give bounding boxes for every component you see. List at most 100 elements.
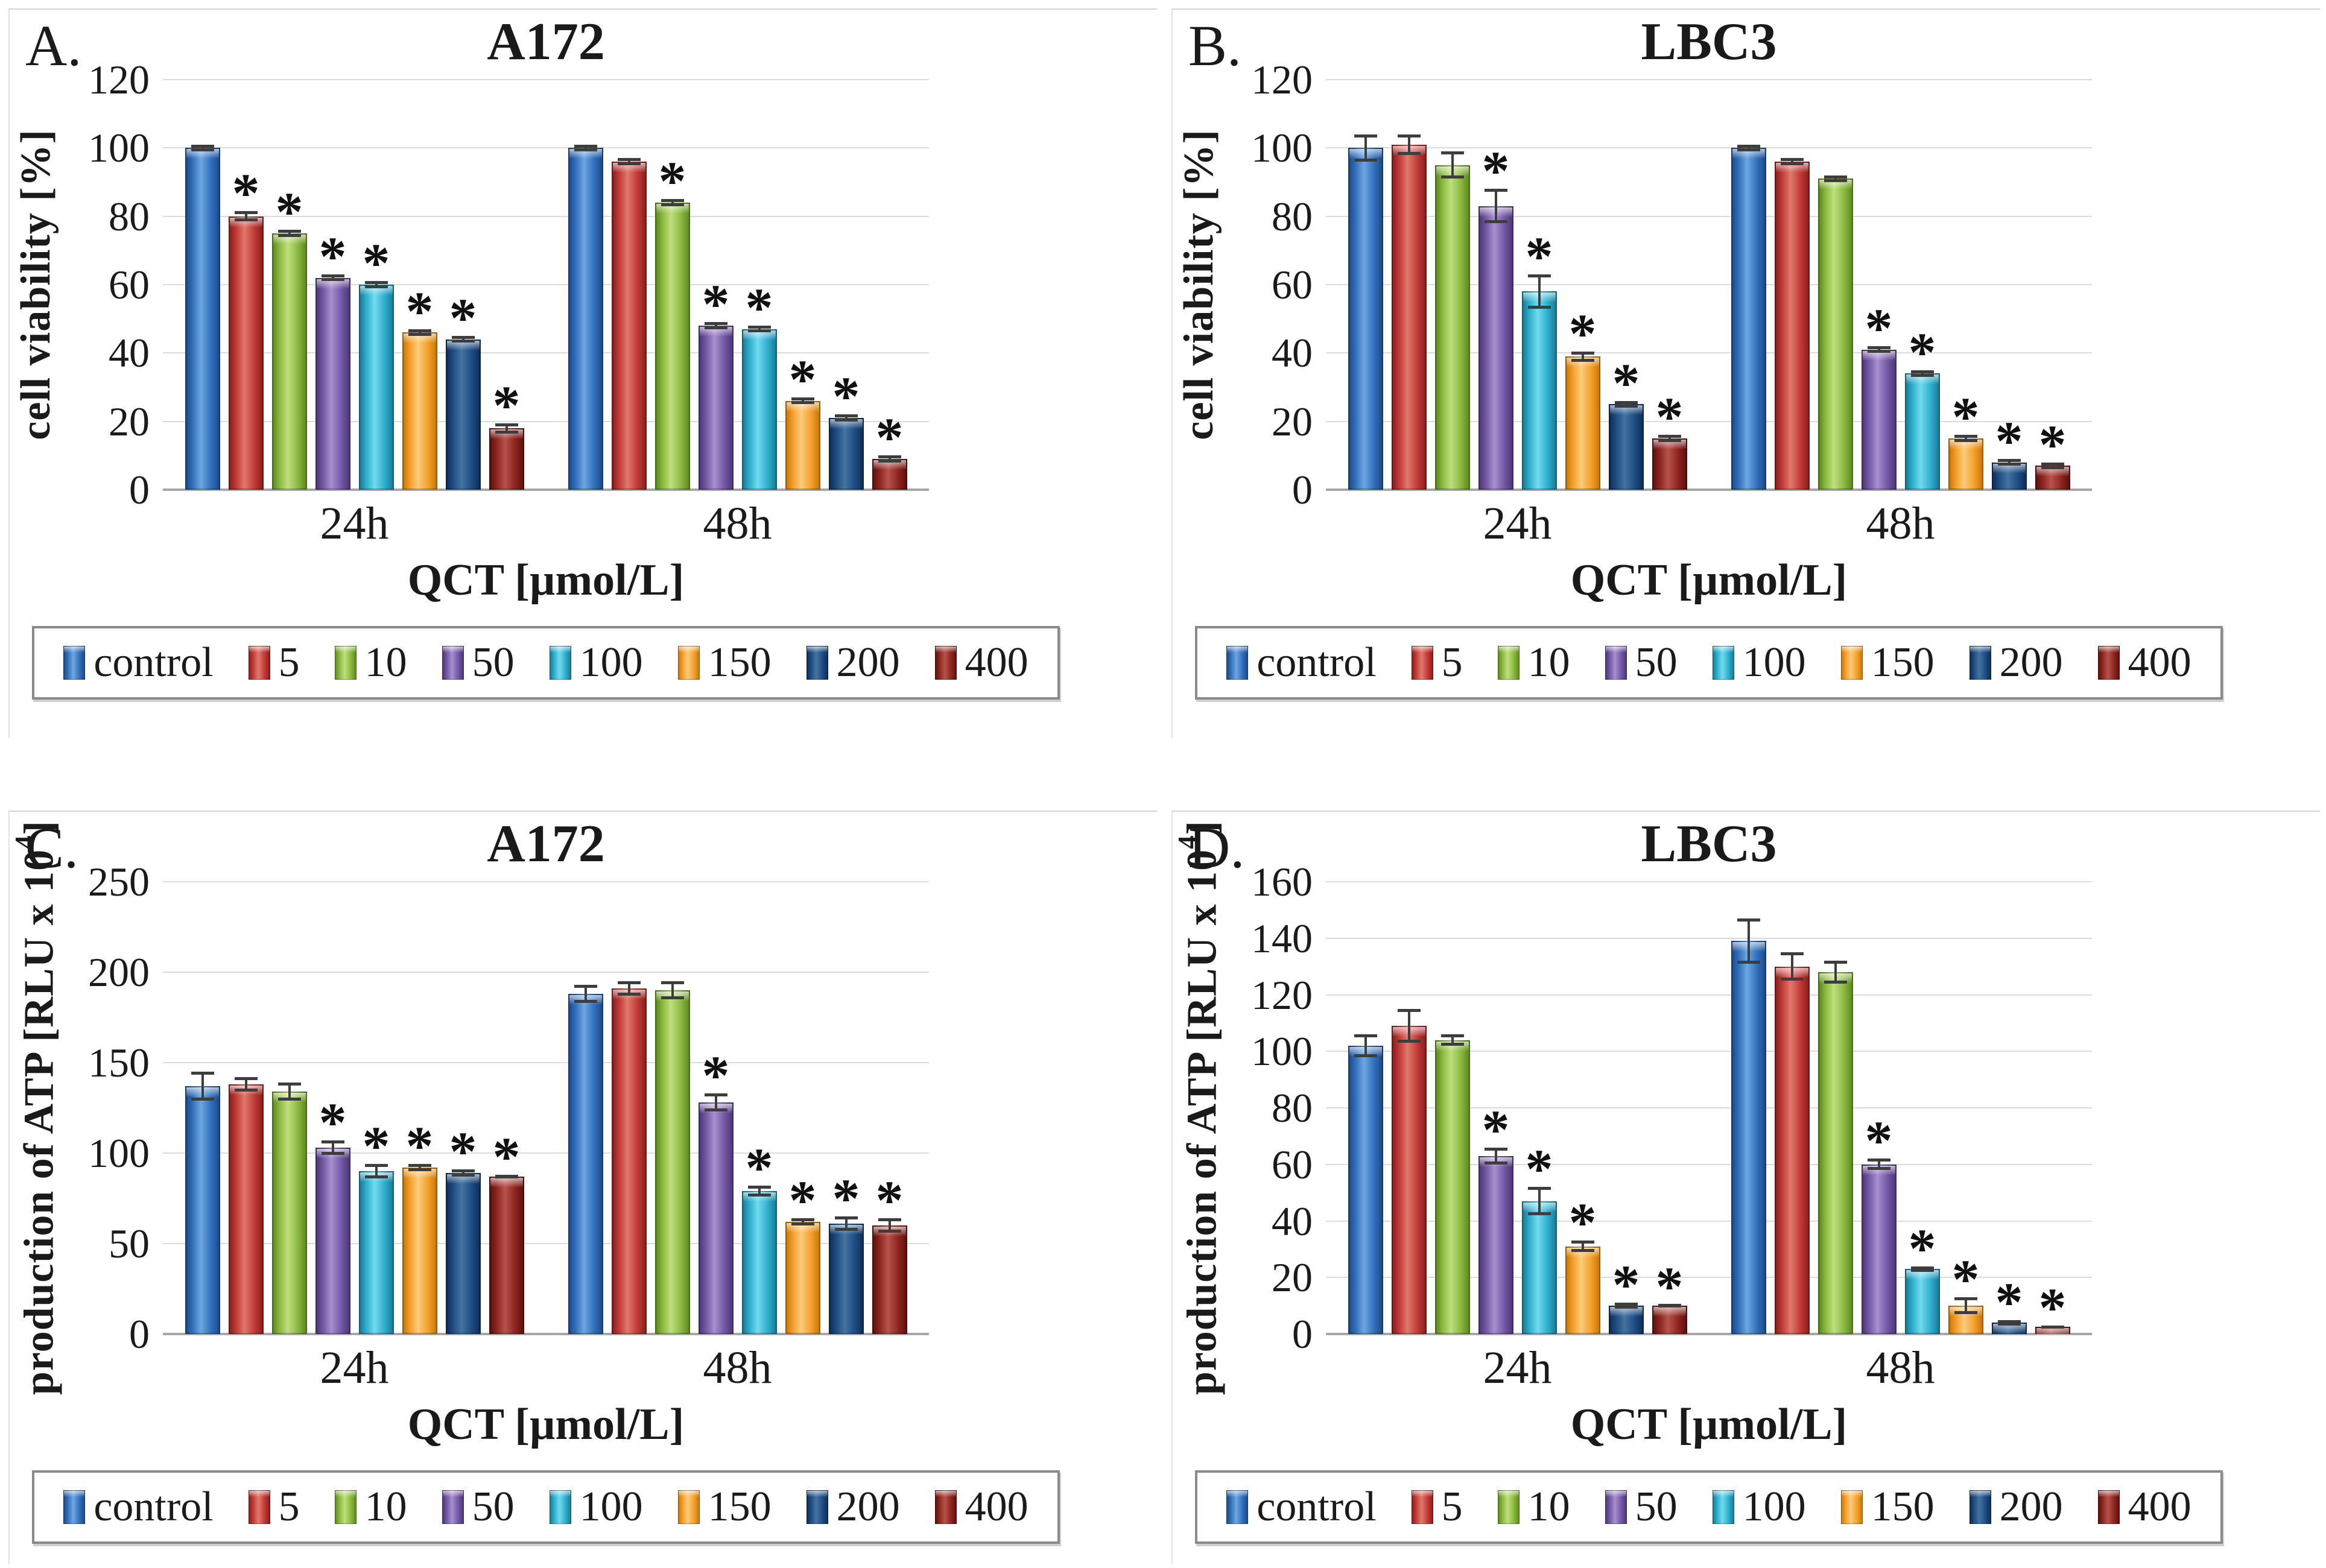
bar-highlight [1819, 180, 1852, 190]
y-tick-label: 150 [88, 1040, 150, 1086]
swatch-highlight [249, 1491, 270, 1497]
bar-highlight [403, 1169, 436, 1178]
bar-200-24h: * [445, 882, 481, 1334]
error-bar [1910, 1266, 1934, 1272]
error-bar [1658, 1304, 1681, 1307]
bar-100-48h: * [741, 882, 777, 1334]
y-tick-label: 40 [109, 330, 150, 376]
legend-swatch [1969, 1490, 1991, 1524]
bar-100-24h: * [358, 80, 394, 490]
error-bar [834, 1216, 858, 1231]
x-axis-label: QCT [µmol/L] [1570, 555, 1848, 605]
error-stem [201, 1072, 204, 1101]
error-stem [1834, 961, 1837, 984]
legend-swatch [442, 1490, 464, 1524]
significance-asterisk: * [745, 1137, 773, 1198]
bar-10-24h: * [271, 80, 307, 490]
error-stem [1451, 1034, 1454, 1046]
bar-highlight [829, 419, 863, 429]
bar-200-48h: * [1991, 80, 2027, 490]
error-stem [1964, 1297, 1967, 1315]
swatch-highlight [335, 1491, 356, 1497]
x-axis-line [1326, 1333, 2092, 1335]
legend-swatch [1497, 646, 1520, 680]
error-bar [1440, 151, 1464, 179]
significance-asterisk: * [1568, 302, 1597, 364]
legend-item-400: 400 [2097, 1485, 2191, 1529]
bar-control-24h [1348, 882, 1383, 1334]
bar-5-48h [611, 882, 647, 1334]
legend-item-5: 5 [248, 1485, 300, 1529]
significance-asterisk: * [1612, 1254, 1640, 1316]
legend: control 5 10 50 100 150 200 400 [32, 1470, 1060, 1544]
significance-asterisk: * [1481, 1098, 1510, 1160]
y-tick-label: 80 [1272, 1085, 1313, 1131]
bar-150-24h: * [1565, 882, 1600, 1334]
error-stem [845, 414, 848, 422]
swatch-highlight [1969, 646, 1991, 653]
legend-swatch [677, 1490, 700, 1524]
error-bar [408, 1164, 431, 1171]
error-bar [1354, 1034, 1377, 1057]
error-stem [1747, 144, 1750, 151]
error-bar [1397, 134, 1421, 155]
swatch-highlight [1498, 1491, 1519, 1497]
y-tick-label: 50 [109, 1221, 150, 1266]
significance-asterisk: * [405, 1115, 434, 1177]
chart-title: A172 [487, 13, 605, 71]
gridline [1326, 881, 2092, 882]
significance-asterisk: * [1951, 386, 1980, 448]
y-tick-label: 60 [1272, 262, 1313, 308]
bar-rect [271, 233, 307, 490]
gridline [1326, 147, 2092, 149]
bar-highlight [1609, 405, 1643, 416]
bar-rect [785, 400, 820, 490]
legend-label: 150 [1871, 1484, 1935, 1530]
bar-150-24h: * [1565, 80, 1600, 490]
y-axis-label-column: cell viability [%] [1163, 80, 1235, 490]
swatch-highlight [2098, 1491, 2119, 1497]
y-tick-label: 100 [88, 125, 150, 171]
error-bar [1571, 1241, 1594, 1253]
chart-title: LBC3 [1641, 815, 1777, 873]
legend-item-control: control [63, 1485, 214, 1529]
bar-5-48h [1774, 882, 1810, 1334]
legend-label: 150 [708, 639, 772, 686]
significance-asterisk: * [658, 150, 686, 212]
bar-150-48h: * [1948, 882, 1983, 1334]
bar-50-48h: * [698, 882, 734, 1334]
bar-100-48h: * [1904, 80, 1940, 490]
bar-rect [698, 326, 734, 490]
bar-rect [872, 459, 907, 490]
panel-B: B. LBC3 cell viability [%] 0 20 40 60 80 100 120 *… [1163, 0, 2326, 742]
y-tick-label: 60 [109, 262, 150, 308]
error-stem [845, 1216, 848, 1231]
significance-asterisk: * [832, 365, 860, 428]
bar-100-48h: * [1904, 882, 1940, 1334]
legend-label: 10 [364, 1484, 407, 1530]
legend-label: 200 [1999, 639, 2063, 686]
swatch-highlight [442, 646, 463, 653]
legend-swatch [934, 1490, 957, 1524]
panel-letter: C. [25, 815, 79, 880]
bar-highlight [1732, 149, 1765, 159]
legend-label: 400 [965, 1484, 1028, 1530]
bar-control-48h [1731, 80, 1766, 490]
error-bar [791, 397, 814, 405]
significance-asterisk: * [405, 280, 434, 342]
error-bar [574, 144, 597, 151]
bar-highlight [403, 334, 436, 344]
bar-10-24h [271, 882, 307, 1334]
legend-label: 100 [579, 1484, 643, 1530]
error-bar [1658, 435, 1681, 442]
significance-asterisk: * [2038, 413, 2067, 475]
y-tick-label: 120 [88, 57, 150, 103]
legend-item-100: 100 [1712, 1485, 1806, 1529]
x-tick-48h: 48h [1866, 498, 1935, 549]
bar-rect [402, 1168, 437, 1334]
error-bar [234, 211, 258, 222]
bar-highlight [446, 1174, 480, 1184]
error-bar [364, 1164, 388, 1178]
bar-control-24h [185, 882, 220, 1334]
bar-control-48h [1731, 882, 1766, 1334]
